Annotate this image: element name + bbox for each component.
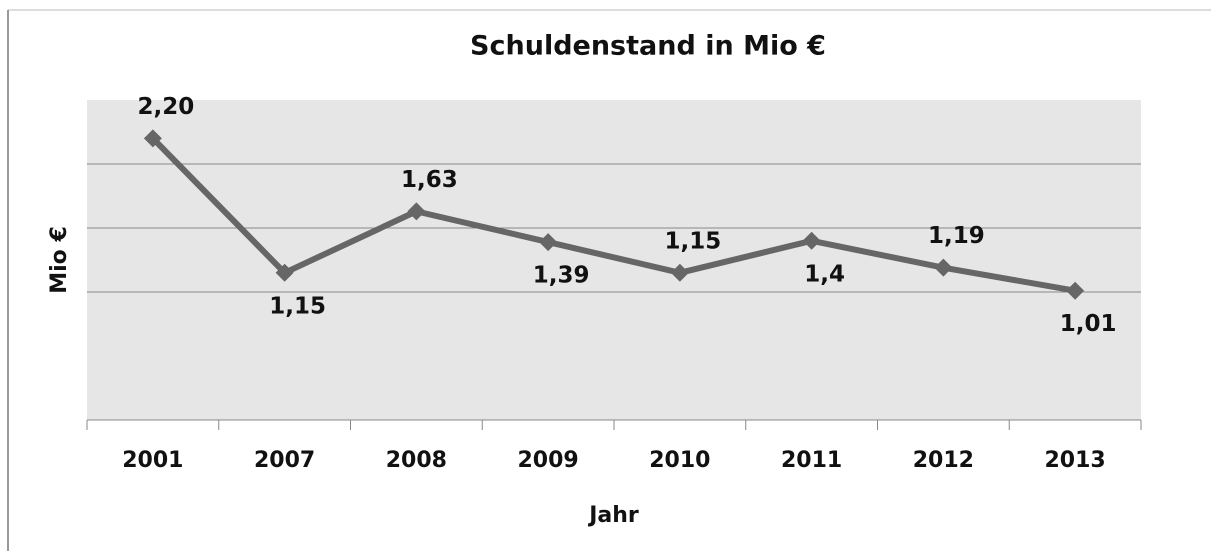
x-tick-label: 2007 <box>254 448 315 473</box>
chart-title: Schuldenstand in Mio € <box>470 31 826 62</box>
marker <box>143 129 162 148</box>
x-tick-label: 2012 <box>913 448 974 473</box>
x-axis-title: Jahr <box>587 503 639 528</box>
marker <box>1066 281 1085 300</box>
x-tick-label: 2011 <box>781 448 842 473</box>
marker <box>539 233 558 252</box>
data-label: 1,01 <box>1060 311 1117 337</box>
data-label: 1,4 <box>804 261 845 287</box>
x-tick-label: 2010 <box>649 448 710 473</box>
data-label: 1,63 <box>401 167 458 193</box>
data-label: 2,20 <box>138 94 195 120</box>
marker <box>934 258 953 277</box>
line <box>150 136 1076 294</box>
x-tick-label: 2001 <box>122 448 183 473</box>
x-tick-label: 2008 <box>386 448 447 473</box>
data-label: 1,15 <box>665 228 722 254</box>
marker <box>670 263 689 282</box>
marker <box>275 263 294 282</box>
x-tick-label: 2013 <box>1045 448 1106 473</box>
x-tick-label: 2009 <box>518 448 579 473</box>
marker <box>802 231 821 250</box>
data-label: 1,19 <box>928 223 985 249</box>
marker <box>407 202 426 221</box>
data-label: 1,39 <box>533 263 590 289</box>
data-label: 1,15 <box>269 293 326 319</box>
y-axis-title: Mio € <box>47 226 72 294</box>
